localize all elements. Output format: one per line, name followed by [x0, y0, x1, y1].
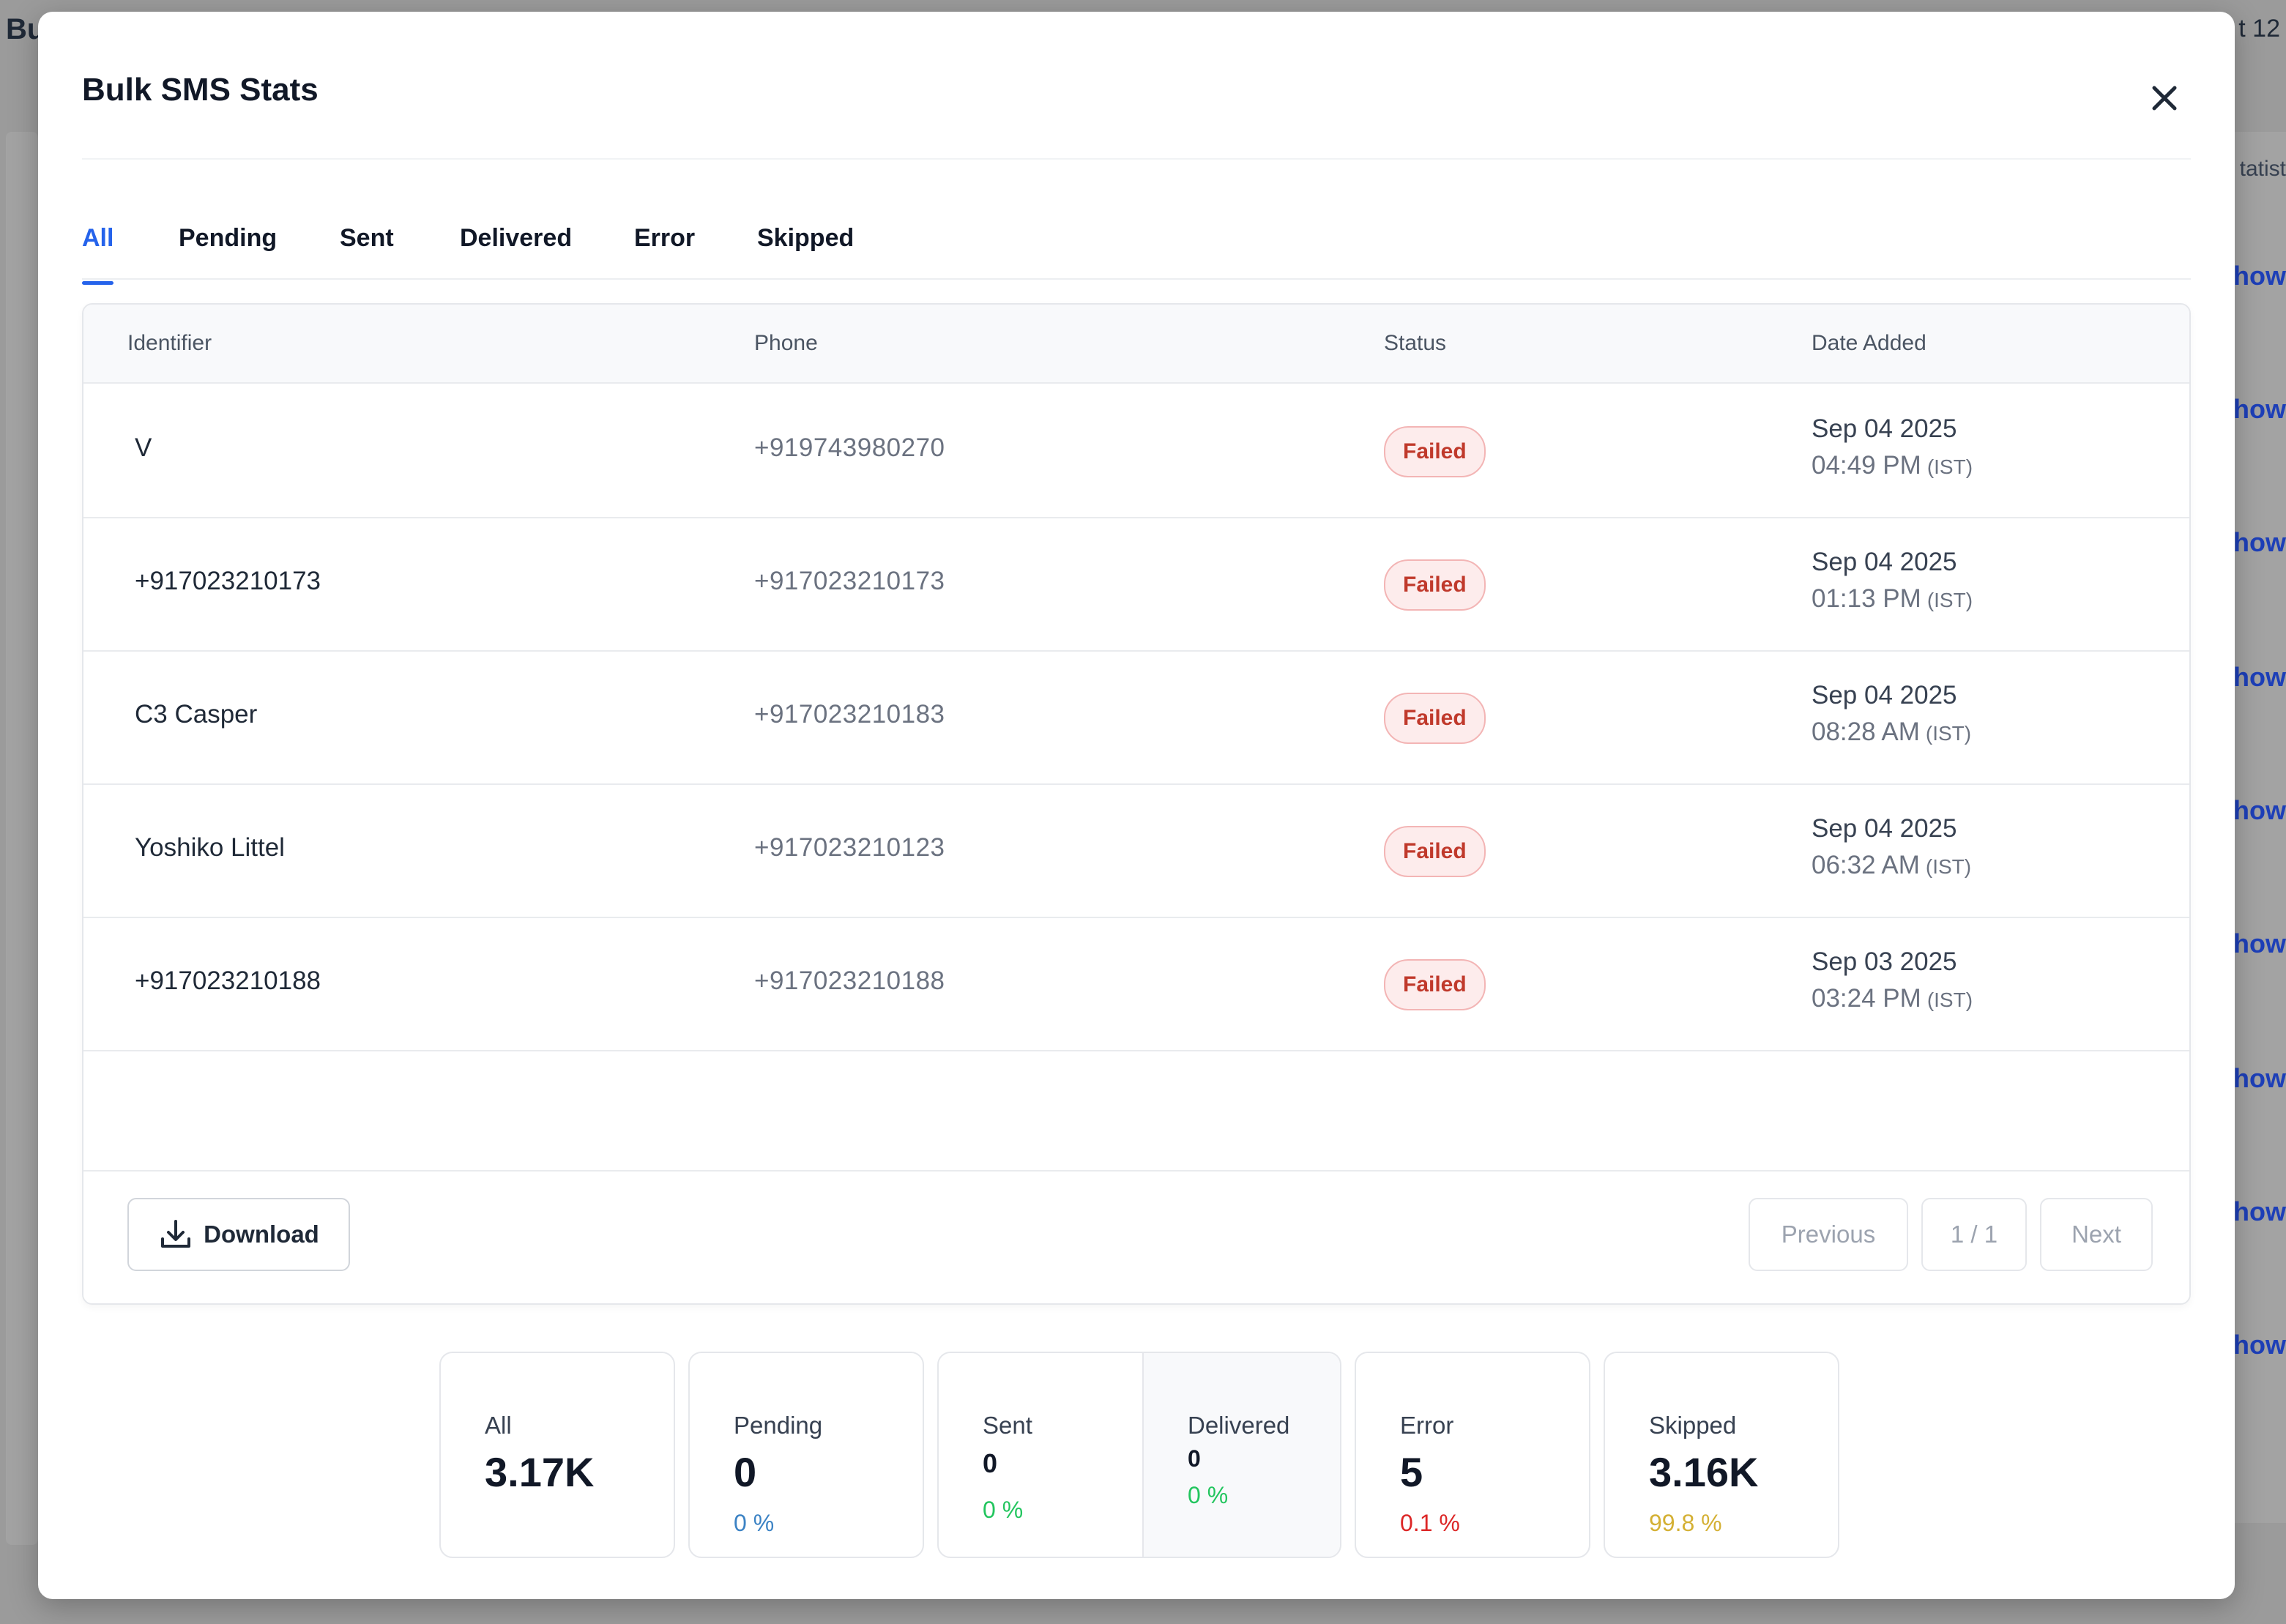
stat-card-error[interactable]: Error 5 0.1 % — [1355, 1352, 1590, 1558]
next-page-button[interactable]: Next — [2040, 1198, 2153, 1271]
time-cell: 08:28 AM (IST) — [1812, 718, 1971, 747]
identifier-cell: V — [135, 433, 152, 462]
stat-card-sent-delivered: Sent 0 0 % Delivered 0 0 % — [937, 1352, 1341, 1558]
stat-percentage: 0 % — [734, 1510, 775, 1536]
messages-table: Identifier Phone Status Date Added V +91… — [82, 303, 2191, 1305]
modal-title: Bulk SMS Stats — [82, 72, 319, 108]
column-header-status: Status — [1384, 331, 1447, 355]
header-divider — [82, 158, 2191, 160]
close-icon — [2152, 86, 2177, 111]
previous-page-button[interactable]: Previous — [1749, 1198, 1908, 1271]
stat-card-sent[interactable]: Sent 0 0 % — [939, 1353, 1142, 1557]
identifier-cell: Yoshiko Littel — [135, 833, 285, 862]
time-cell: 06:32 AM (IST) — [1812, 851, 1971, 880]
timezone-label: (IST) — [1926, 988, 1973, 1011]
stat-value: 0 — [1188, 1445, 1201, 1472]
background-panel-right — [2235, 132, 2286, 1523]
stat-value: 5 — [1400, 1449, 1423, 1495]
time-cell: 03:24 PM (IST) — [1812, 984, 1973, 1013]
tab-delivered[interactable]: Delivered — [460, 224, 573, 252]
status-tabs: All Pending Sent Delivered Error Skipped — [82, 209, 2191, 285]
date-cell: Sep 04 2025 — [1812, 681, 1957, 709]
stat-value: 0 — [734, 1449, 757, 1495]
identifier-cell: +917023210188 — [135, 966, 321, 995]
status-badge: Failed — [1384, 959, 1486, 1010]
stat-card-pending[interactable]: Pending 0 0 % — [688, 1352, 924, 1558]
column-header-phone: Phone — [754, 331, 818, 355]
time-value: 04:49 PM — [1812, 451, 1921, 480]
page-indicator: 1 / 1 — [1921, 1198, 2027, 1271]
status-badge: Failed — [1384, 559, 1486, 611]
background-panel-left — [6, 132, 38, 1545]
date-cell: Sep 04 2025 — [1812, 548, 1957, 576]
tab-all[interactable]: All — [82, 224, 114, 285]
stat-label: Error — [1400, 1412, 1454, 1439]
timezone-label: (IST) — [1925, 855, 1972, 878]
time-cell: 04:49 PM (IST) — [1812, 451, 1973, 480]
date-cell: Sep 03 2025 — [1812, 947, 1957, 976]
stat-percentage: 99.8 % — [1649, 1510, 1722, 1536]
stat-label: All — [485, 1412, 512, 1439]
stat-card-delivered[interactable]: Delivered 0 0 % — [1142, 1353, 1340, 1557]
timezone-label: (IST) — [1926, 455, 1973, 478]
download-icon — [161, 1220, 191, 1248]
stat-value: 0 — [983, 1448, 998, 1478]
stat-percentage: 0 % — [983, 1497, 1024, 1523]
identifier-cell: +917023210173 — [135, 567, 321, 595]
table-row: +917023210173 +917023210173 Failed Sep 0… — [83, 517, 2189, 652]
stat-label: Delivered — [1188, 1412, 1290, 1439]
stat-card-skipped[interactable]: Skipped 3.16K 99.8 % — [1604, 1352, 1839, 1558]
column-header-date-added: Date Added — [1812, 331, 1926, 355]
download-button[interactable]: Download — [127, 1198, 350, 1271]
tab-error[interactable]: Error — [634, 224, 696, 252]
time-value: 08:28 AM — [1812, 718, 1920, 746]
table-footer: Download Previous 1 / 1 Next — [83, 1170, 2189, 1303]
stat-value: 3.16K — [1649, 1449, 1759, 1495]
tab-pending[interactable]: Pending — [179, 224, 278, 252]
download-label: Download — [204, 1221, 319, 1248]
time-cell: 01:13 PM (IST) — [1812, 584, 1973, 614]
bulk-sms-stats-modal: Bulk SMS Stats All Pending Sent Delivere… — [38, 12, 2235, 1599]
table-header: Identifier Phone Status Date Added — [83, 305, 2189, 384]
stat-percentage: 0.1 % — [1400, 1510, 1460, 1536]
table-row: C3 Casper +917023210183 Failed Sep 04 20… — [83, 650, 2189, 785]
date-cell: Sep 04 2025 — [1812, 414, 1957, 443]
identifier-cell: C3 Casper — [135, 700, 258, 729]
phone-cell: +917023210173 — [754, 567, 945, 595]
table-row: V +919743980270 Failed Sep 04 2025 04:49… — [83, 384, 2189, 518]
stat-label: Skipped — [1649, 1412, 1737, 1439]
background-date: t 12 — [2238, 15, 2280, 42]
tab-skipped[interactable]: Skipped — [757, 224, 855, 252]
table-row: Yoshiko Littel +917023210123 Failed Sep … — [83, 783, 2189, 918]
status-badge: Failed — [1384, 826, 1486, 877]
phone-cell: +917023210123 — [754, 833, 945, 862]
background-statistics-header: tatist — [2239, 157, 2286, 181]
tab-sent[interactable]: Sent — [340, 224, 394, 252]
stat-label: Sent — [983, 1412, 1032, 1439]
time-value: 01:13 PM — [1812, 584, 1921, 613]
table-row: +917023210188 +917023210188 Failed Sep 0… — [83, 917, 2189, 1051]
timezone-label: (IST) — [1925, 722, 1972, 745]
phone-cell: +919743980270 — [754, 433, 945, 462]
stat-label: Pending — [734, 1412, 823, 1439]
stat-card-all[interactable]: All 3.17K — [439, 1352, 675, 1558]
phone-cell: +917023210188 — [754, 966, 945, 995]
close-button[interactable] — [2141, 75, 2188, 122]
column-header-identifier: Identifier — [127, 331, 212, 355]
phone-cell: +917023210183 — [754, 700, 945, 729]
stat-percentage: 0 % — [1188, 1482, 1229, 1508]
date-cell: Sep 04 2025 — [1812, 814, 1957, 843]
status-badge: Failed — [1384, 426, 1486, 477]
time-value: 03:24 PM — [1812, 984, 1921, 1013]
timezone-label: (IST) — [1926, 589, 1973, 611]
time-value: 06:32 AM — [1812, 851, 1920, 879]
stat-value: 3.17K — [485, 1449, 595, 1495]
status-badge: Failed — [1384, 693, 1486, 744]
